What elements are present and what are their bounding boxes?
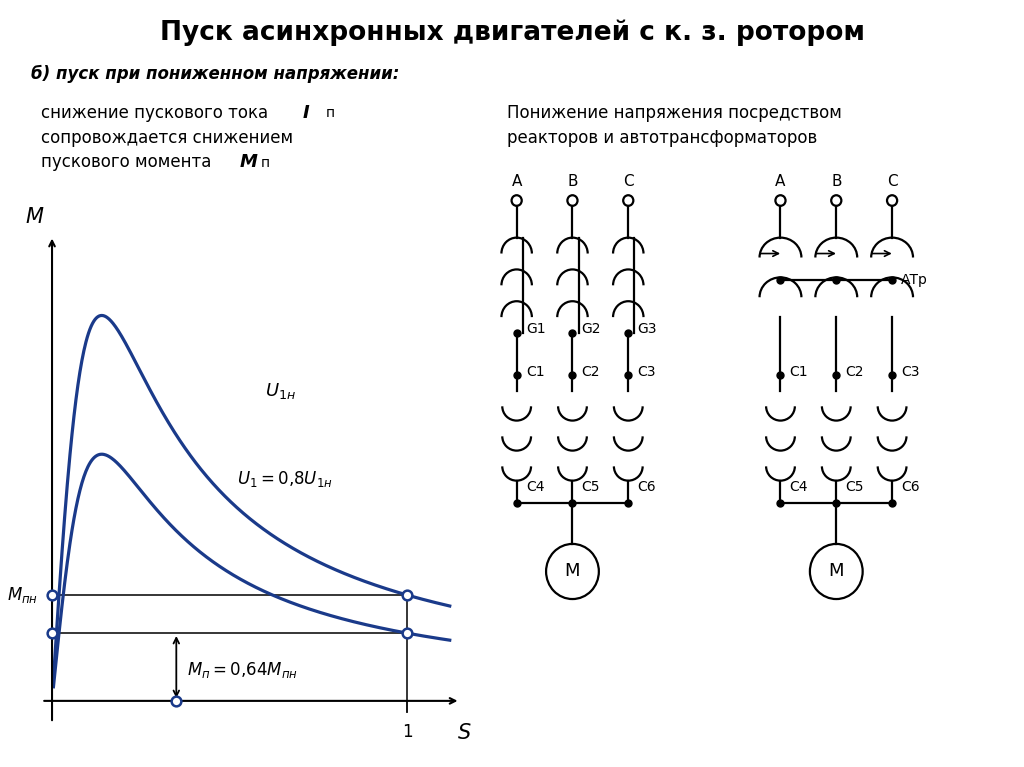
Text: п: п (326, 106, 335, 120)
Text: C2: C2 (582, 364, 600, 379)
Text: C1: C1 (790, 364, 808, 379)
Text: б) пуск при пониженном напряжении:: б) пуск при пониженном напряжении: (31, 65, 399, 84)
Text: B: B (831, 174, 842, 189)
Text: G1: G1 (525, 322, 546, 336)
Text: снижение пускового тока: снижение пускового тока (41, 104, 273, 121)
Text: C6: C6 (901, 480, 920, 495)
Text: C: C (623, 174, 634, 189)
Text: $M$: $M$ (25, 207, 44, 227)
Text: B: B (567, 174, 578, 189)
Text: C6: C6 (637, 480, 656, 495)
Text: 1: 1 (401, 723, 413, 741)
Text: $U_1{=}0{,}8U_{1н}$: $U_1{=}0{,}8U_{1н}$ (237, 469, 333, 489)
Text: пускового момента: пускового момента (41, 153, 217, 171)
Text: C1: C1 (525, 364, 545, 379)
Text: C5: C5 (846, 480, 864, 495)
Text: C3: C3 (901, 364, 920, 379)
Text: реакторов и автотрансформаторов: реакторов и автотрансформаторов (507, 129, 817, 146)
Text: C3: C3 (637, 364, 656, 379)
Text: Пуск асинхронных двигателей с к. з. ротором: Пуск асинхронных двигателей с к. з. рото… (160, 19, 864, 46)
Text: C: C (887, 174, 897, 189)
Text: $U_{1н}$: $U_{1н}$ (265, 380, 296, 401)
Text: C4: C4 (790, 480, 808, 495)
Text: C2: C2 (846, 364, 864, 379)
Text: C5: C5 (582, 480, 600, 495)
Text: C4: C4 (525, 480, 545, 495)
Text: $S$: $S$ (457, 723, 471, 743)
Text: п: п (261, 156, 270, 170)
Text: $M_{пн}$: $M_{пн}$ (7, 585, 38, 605)
Text: G2: G2 (582, 322, 601, 336)
Text: М: М (564, 562, 581, 581)
Text: A: A (775, 174, 785, 189)
Text: $M_{п}=0{,}64M_{пн}$: $M_{п}=0{,}64M_{пн}$ (187, 660, 298, 680)
Text: $\bfit{M}$: $\bfit{M}$ (239, 153, 258, 171)
Text: G3: G3 (637, 322, 657, 336)
Text: Понижение напряжения посредством: Понижение напряжения посредством (507, 104, 842, 121)
Text: М: М (828, 562, 844, 581)
Text: A: A (511, 174, 522, 189)
Text: сопровождается снижением: сопровождается снижением (41, 129, 293, 146)
Text: АТр: АТр (901, 273, 928, 287)
Text: $\bfit{I}$: $\bfit{I}$ (302, 104, 310, 121)
